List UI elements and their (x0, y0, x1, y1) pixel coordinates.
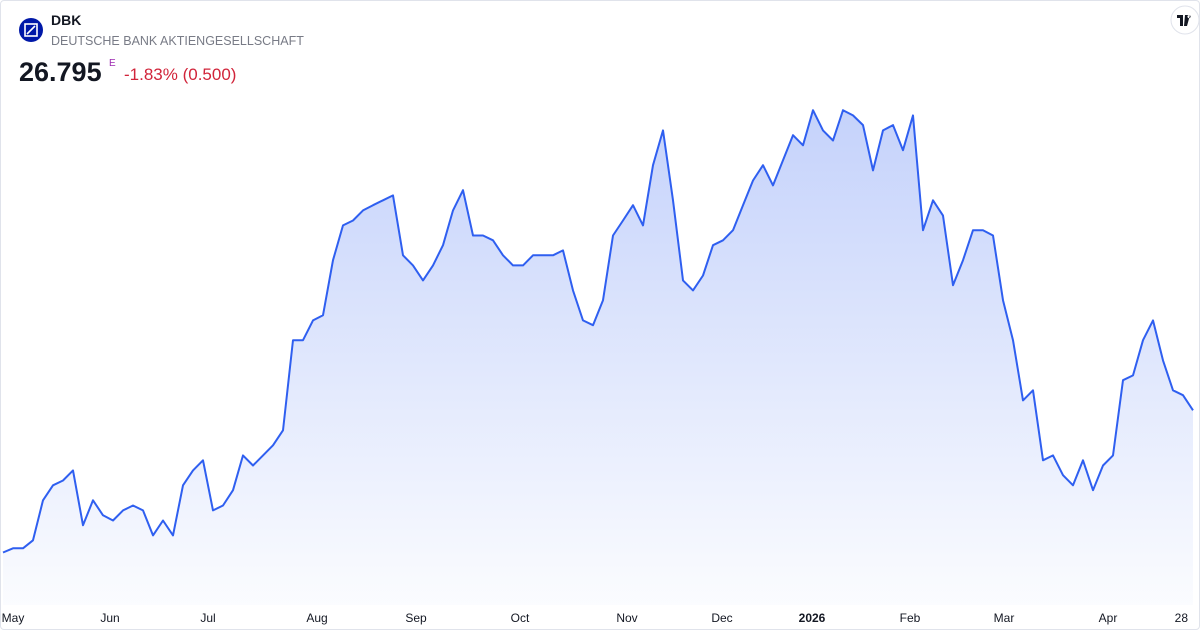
symbol: DBK (51, 12, 81, 28)
x-tick-label: Oct (511, 611, 530, 625)
plot-area (2, 109, 1194, 605)
x-tick-label: Mar (994, 611, 1015, 625)
x-tick-label: Dec (711, 611, 732, 625)
area-fill (3, 110, 1193, 605)
x-tick-label: Apr (1099, 611, 1118, 625)
x-tick-label: May (2, 611, 25, 625)
price-flag: E (109, 58, 116, 69)
company-name: DEUTSCHE BANK AKTIENGESELLSCHAFT (51, 34, 304, 48)
x-tick-label: Nov (616, 611, 637, 625)
x-tick-label: Feb (900, 611, 921, 625)
price-change: -1.83% (0.500) (124, 65, 236, 84)
price-line (2, 109, 1194, 554)
x-tick-label: Jul (200, 611, 215, 625)
logo (19, 18, 43, 42)
x-tick-label: 2026 (799, 611, 826, 625)
price: 26.795 (19, 57, 102, 87)
x-tick-label: Jun (100, 611, 119, 625)
tradingview-logo[interactable] (1170, 5, 1200, 35)
x-tick-label: Aug (306, 611, 327, 625)
x-tick-label: 28 (1175, 611, 1189, 625)
x-tick-label: Sep (405, 611, 427, 625)
